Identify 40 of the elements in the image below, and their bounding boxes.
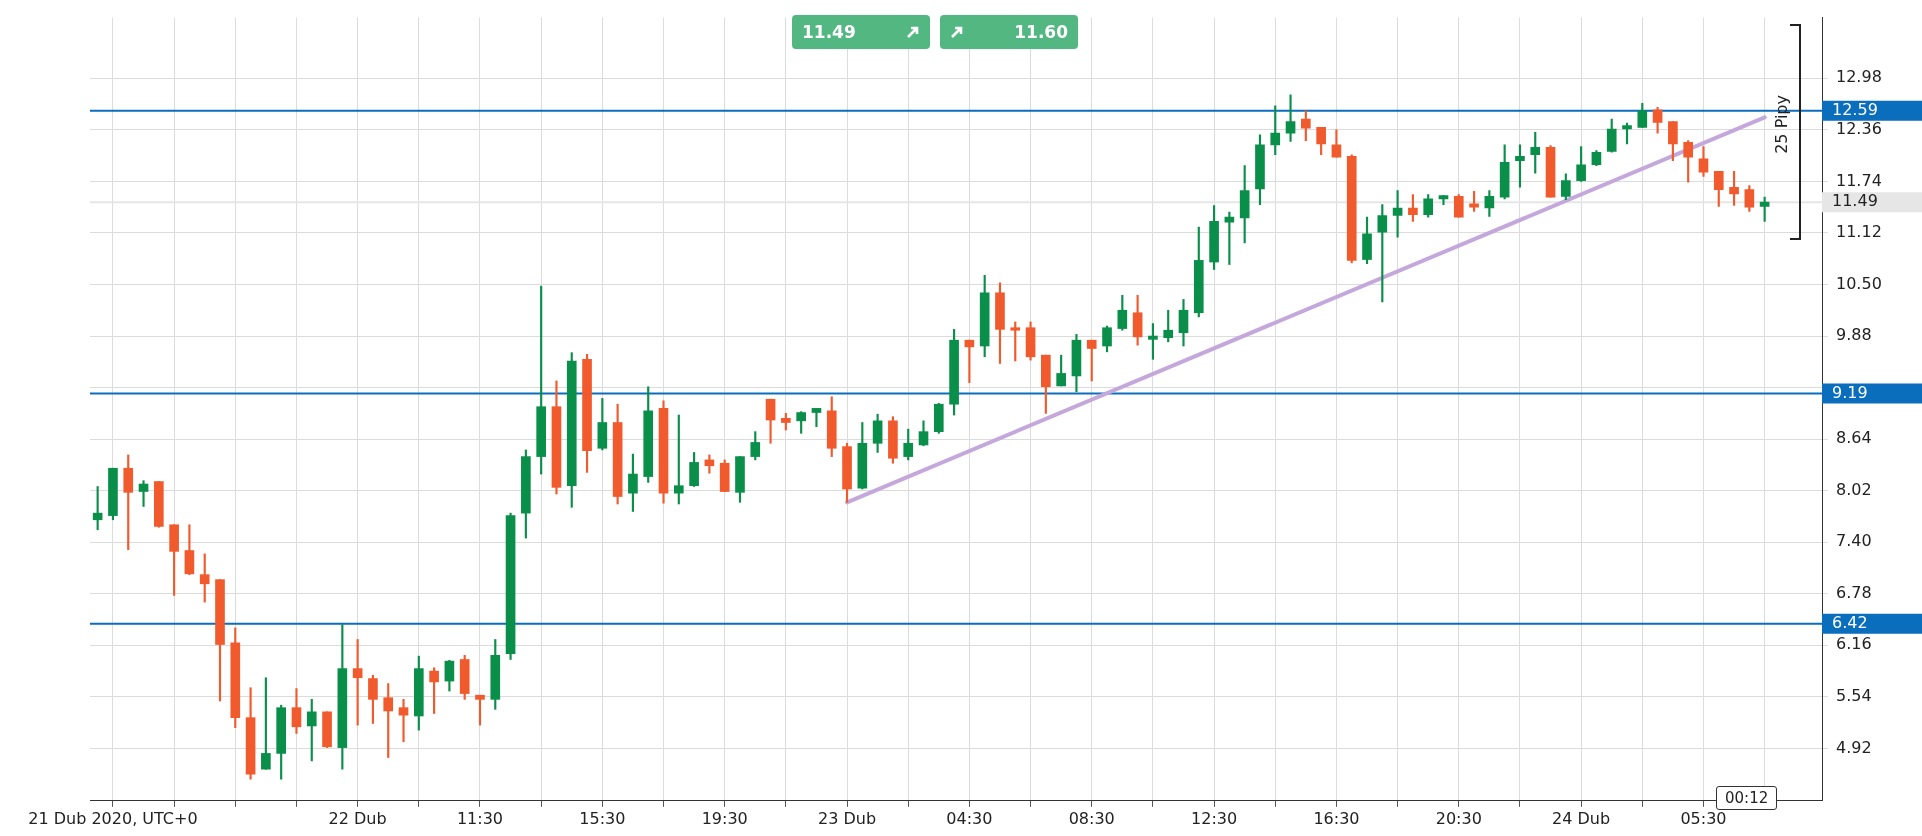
x-tick-label: 22 Dub xyxy=(328,808,387,828)
ref-line-label: 11.49 xyxy=(1832,191,1878,211)
x-tick-label: 12:30 xyxy=(1191,808,1238,828)
x-tick-label: 11:30 xyxy=(456,808,504,828)
y-tick-label: 8.02 xyxy=(1836,479,1872,499)
x-tick-label: 23 Dub xyxy=(818,808,877,828)
x-tick-label: 08:30 xyxy=(1068,808,1115,828)
ref-line-label: 6.42 xyxy=(1832,612,1868,632)
annotation: 25 Pipy xyxy=(1772,95,1791,154)
y-tick-label: 11.74 xyxy=(1836,170,1882,190)
y-tick-label: 8.64 xyxy=(1836,428,1872,448)
y-tick-label: 4.92 xyxy=(1836,737,1872,757)
y-tick-label: 6.16 xyxy=(1836,634,1872,654)
ref-line-label: 12.59 xyxy=(1832,99,1878,119)
x-tick-label: 05:30 xyxy=(1680,808,1727,828)
x-tick-label: 21 Dub 2020, UTC+0 xyxy=(28,808,198,828)
price-button: 11.49 xyxy=(792,15,930,49)
candlestick xyxy=(138,480,149,507)
y-tick-label: 12.36 xyxy=(1836,119,1882,138)
price-button: 11.60 xyxy=(940,15,1078,49)
y-tick-label: 5.54 xyxy=(1836,686,1872,706)
candlestick xyxy=(1285,94,1296,142)
ref-line-label: 9.19 xyxy=(1832,382,1868,402)
y-tick-label: 10.50 xyxy=(1836,273,1882,293)
candlestick xyxy=(811,408,822,427)
y-tick-label: 9.88 xyxy=(1836,325,1872,345)
timer-box: 00:12 xyxy=(1716,786,1778,810)
y-tick-label: 11.12 xyxy=(1836,222,1882,242)
x-tick-label: 16:30 xyxy=(1313,808,1360,828)
y-tick-label: 7.40 xyxy=(1836,531,1872,551)
annotation: 11.60 xyxy=(1014,22,1068,42)
candlestick xyxy=(398,699,409,743)
annotation: 11.49 xyxy=(802,22,856,42)
x-tick-label: 15:30 xyxy=(579,808,626,828)
x-tick-label: 04:30 xyxy=(946,808,993,828)
x-tick-label: 24 Dub xyxy=(1552,808,1611,828)
y-tick-label: 12.98 xyxy=(1836,67,1882,87)
x-tick-label: 20:30 xyxy=(1435,808,1482,828)
x-tick-label: 19:30 xyxy=(701,808,748,828)
y-tick-label: 6.78 xyxy=(1836,582,1872,602)
